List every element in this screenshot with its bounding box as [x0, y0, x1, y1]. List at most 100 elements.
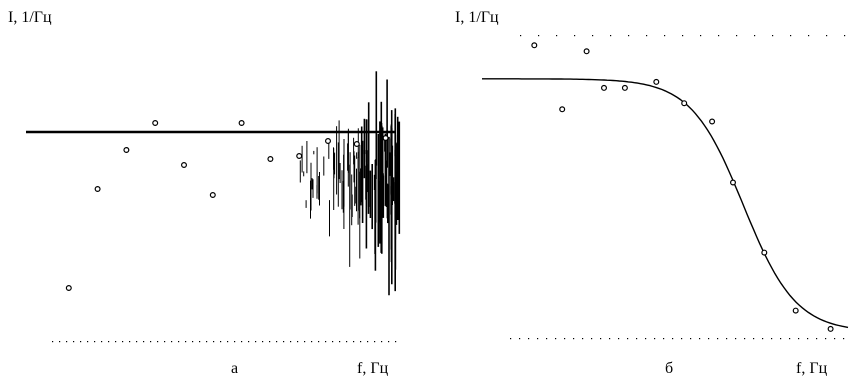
baseline-dot — [600, 338, 602, 340]
baseline-dot — [672, 338, 674, 340]
panel-a: I, 1/Гц f, Гц а — [8, 9, 401, 377]
data-point — [653, 78, 660, 85]
baseline-dot — [206, 341, 208, 343]
baseline-dot — [129, 341, 131, 343]
baseline-dot — [87, 341, 89, 343]
baseline-dot — [325, 341, 327, 343]
baseline-dot — [311, 341, 313, 343]
baseline-dot — [816, 338, 818, 340]
baseline-dot — [73, 341, 75, 343]
data-point — [709, 118, 716, 125]
data-point — [209, 192, 216, 199]
baseline-dot — [52, 341, 54, 343]
baseline-dot — [255, 341, 257, 343]
top-dot — [736, 35, 738, 37]
top-dot — [538, 35, 540, 37]
baseline-dot — [528, 338, 530, 340]
baseline-dot — [395, 341, 397, 343]
top-dot — [754, 35, 756, 37]
baseline-dot — [234, 341, 236, 343]
baseline-dot — [582, 338, 584, 340]
baseline-dot — [519, 338, 521, 340]
baseline-dot — [248, 341, 250, 343]
baseline-dot — [825, 338, 827, 340]
top-dot — [700, 35, 702, 37]
baseline-dot — [627, 338, 629, 340]
baseline-dot — [115, 341, 117, 343]
baseline-dot — [339, 341, 341, 343]
baseline-dot — [80, 341, 82, 343]
top-dot — [772, 35, 774, 37]
data-point — [65, 285, 72, 292]
baseline-dot — [618, 338, 620, 340]
data-point — [353, 141, 360, 148]
data-point — [681, 100, 688, 107]
baseline-dot — [654, 338, 656, 340]
baseline-dot — [753, 338, 755, 340]
data-point — [792, 307, 799, 314]
baseline-dot — [762, 338, 764, 340]
panel-a-noise — [299, 71, 401, 296]
data-point — [583, 48, 590, 55]
panel-b: I, 1/Гц f, Гц б — [455, 9, 849, 377]
data-point — [531, 42, 538, 49]
data-point — [238, 119, 245, 126]
panel-a-points — [65, 119, 389, 292]
panel-b-fit-curve — [482, 78, 849, 329]
baseline-dot — [227, 341, 229, 343]
baseline-dot — [381, 341, 383, 343]
baseline-dot — [681, 338, 683, 340]
baseline-dot — [262, 341, 264, 343]
baseline-dot — [192, 341, 194, 343]
baseline-dot — [789, 338, 791, 340]
baseline-dot — [220, 341, 222, 343]
baseline-dot — [374, 341, 376, 343]
baseline-dot — [101, 341, 103, 343]
baseline-dot — [346, 341, 348, 343]
panel-b-caption: б — [665, 360, 673, 377]
baseline-dot — [59, 341, 61, 343]
baseline-dot — [360, 341, 362, 343]
top-dot — [646, 35, 648, 37]
top-dot — [610, 35, 612, 37]
top-dot — [826, 35, 828, 37]
top-dot — [520, 35, 522, 37]
baseline-dot — [122, 341, 124, 343]
baseline-dot — [699, 338, 701, 340]
baseline-dot — [388, 341, 390, 343]
baseline-dot — [843, 338, 845, 340]
baseline-dot — [798, 338, 800, 340]
data-point — [729, 179, 736, 186]
baseline-dot — [744, 338, 746, 340]
baseline-dot — [367, 341, 369, 343]
baseline-dot — [241, 341, 243, 343]
data-point — [761, 249, 768, 256]
top-dot — [844, 35, 846, 37]
baseline-dot — [726, 338, 728, 340]
baseline-dot — [171, 341, 173, 343]
baseline-dot — [185, 341, 187, 343]
baseline-dot — [136, 341, 138, 343]
baseline-dot — [304, 341, 306, 343]
baseline-dot — [573, 338, 575, 340]
baseline-dot — [717, 338, 719, 340]
data-point — [94, 186, 101, 193]
panel-a-baseline-dots — [52, 341, 397, 343]
panel-b-points — [531, 42, 834, 332]
panel-b-baseline-dots — [510, 35, 846, 340]
data-point — [600, 84, 607, 91]
panel-a-caption: а — [231, 360, 238, 377]
baseline-dot — [555, 338, 557, 340]
baseline-dot — [591, 338, 593, 340]
baseline-dot — [318, 341, 320, 343]
baseline-dot — [735, 338, 737, 340]
data-point — [382, 135, 389, 142]
baseline-dot — [283, 341, 285, 343]
baseline-dot — [636, 338, 638, 340]
data-point — [296, 153, 303, 160]
top-dot — [790, 35, 792, 37]
top-dot — [808, 35, 810, 37]
baseline-dot — [663, 338, 665, 340]
baseline-dot — [564, 338, 566, 340]
